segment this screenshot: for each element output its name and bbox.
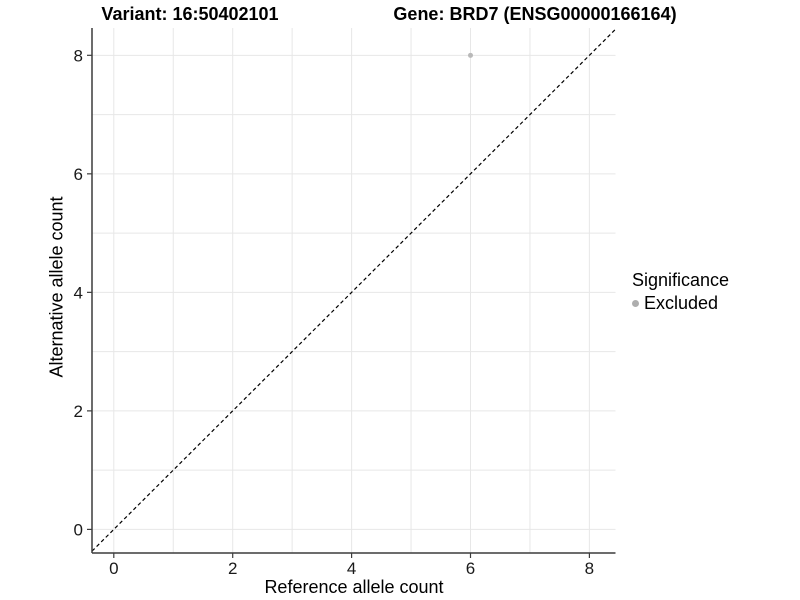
plot-title-gene: Gene: BRD7 (ENSG00000166164) [393,4,677,24]
x-tick-label: 2 [228,559,237,578]
legend-key-dot-icon [632,300,639,307]
y-tick-label: 6 [74,165,83,184]
x-axis-title: Reference allele count [264,577,444,597]
legend: Significance Excluded [632,270,729,314]
legend-item-excluded: Excluded [632,293,729,314]
y-tick-label: 4 [74,283,83,302]
x-tick-label: 0 [109,559,118,578]
legend-item-label: Excluded [644,293,719,313]
y-tick-label: 0 [74,520,83,539]
y-tick-label: 2 [74,402,83,421]
identity-reference-line [91,28,616,552]
legend-title: Significance [632,270,730,290]
y-axis-title: Alternative allele count [46,196,67,378]
plot-title-variant: Variant: 16:50402101 [101,4,279,24]
x-tick-label: 8 [585,559,594,578]
data-point [468,52,473,58]
x-tick-label: 6 [466,559,475,578]
x-tick-label: 4 [347,559,356,578]
y-tick-label: 8 [74,46,83,65]
